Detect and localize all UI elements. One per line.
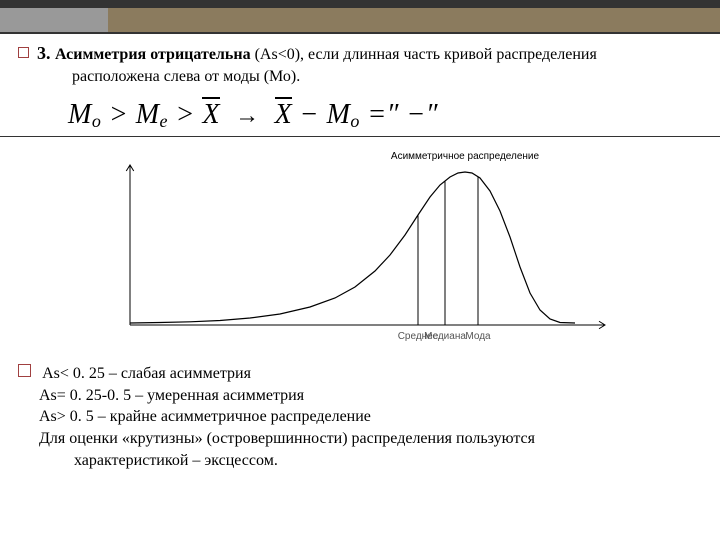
slide: 3. Асимметрия отрицательна (As<0), если … [0,0,720,540]
footer-line-4: Для оценки «крутизны» (островершинности)… [39,428,702,450]
heading-line2: расположена слева от моды (Мо). [72,66,702,88]
heading-block: 3. Асимметрия отрицательна (As<0), если … [18,41,702,87]
header-left-block [0,8,108,32]
heading-number: 3. [37,43,55,63]
formula: Mo > Me > X → X − Mo =″ −″ [68,99,702,132]
header-right-block [108,8,720,32]
svg-text:Медиана: Медиана [424,331,466,342]
heading-bold: Асимметрия отрицательна [55,46,251,63]
content-area: 3. Асимметрия отрицательна (As<0), если … [0,34,720,471]
footer-line-1: As< 0. 25 – слабая асимметрия [18,363,702,385]
bullet-icon [18,47,29,58]
footer-text: As< 0. 25 – слабая асимметрия As= 0. 25-… [18,363,702,471]
hr-under-formula [0,136,720,137]
header-band [0,8,720,32]
svg-text:Асимметричное распределение: Асимметричное распределение [391,151,540,162]
footer-line-5: характеристикой – эксцессом. [74,450,702,472]
footer-line-3: As> 0. 5 – крайне асимметричное распреде… [39,406,702,428]
svg-text:Мода: Мода [465,331,491,342]
distribution-chart: СреднееМедианаМодаАсимметричное распреде… [100,145,620,357]
footer-line-2: As= 0. 25-0. 5 – умеренная асимметрия [39,385,702,407]
top-stripe [0,0,720,8]
chart-container: СреднееМедианаМодаАсимметричное распреде… [18,145,702,357]
heading-tail: (As<0), если длинная часть кривой распре… [251,46,597,63]
